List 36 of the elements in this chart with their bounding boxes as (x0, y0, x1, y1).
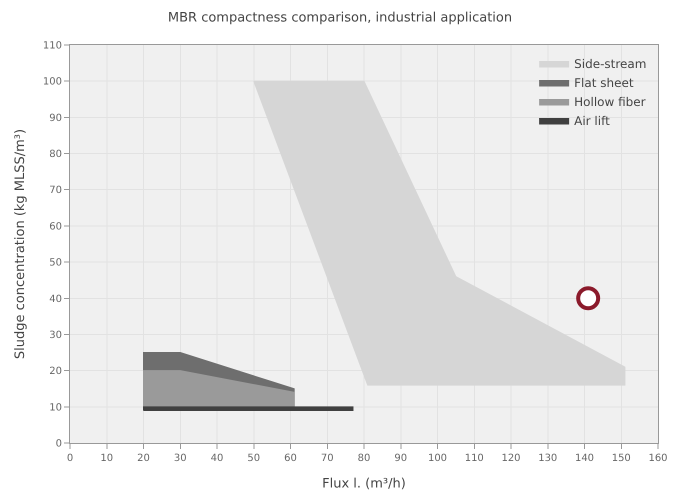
x-tick-label: 140 (574, 453, 594, 464)
x-tick-label: 110 (464, 453, 484, 464)
y-tick-label: 0 (56, 438, 62, 450)
x-tick-label: 0 (66, 453, 74, 464)
x-tick-label: 130 (538, 453, 558, 464)
x-tick-label: 90 (394, 453, 408, 464)
y-tick-label: 100 (42, 76, 62, 88)
legend-label: Hollow fiber (574, 95, 646, 110)
x-tick-label: 150 (612, 453, 631, 464)
x-axis-title: Flux l. (m³/h) (322, 476, 406, 492)
x-tick-label: 10 (100, 453, 114, 464)
y-tick-label: 10 (49, 402, 62, 414)
y-tick-label: 110 (42, 40, 62, 52)
y-axis-title: Sludge concentration (kg MLSS/m³) (12, 128, 28, 360)
x-tick-label: 70 (320, 453, 334, 464)
y-tick-label: 40 (49, 294, 62, 305)
legend-label: Air lift (574, 114, 610, 128)
x-tick-label: 100 (428, 453, 448, 464)
x-tick-label: 60 (284, 453, 297, 464)
x-tick-label: 80 (358, 453, 370, 464)
legend-label: Flat sheet (574, 76, 634, 90)
x-tick-label: 30 (174, 453, 187, 464)
y-tick-label: 60 (49, 221, 62, 232)
y-tick-label: 20 (49, 366, 62, 378)
x-tick-label: 160 (648, 453, 668, 464)
x-tick-label: 40 (210, 453, 224, 464)
x-tick-label: 50 (247, 453, 260, 464)
legend-label: Side-stream (574, 57, 646, 72)
y-tick-label: 70 (49, 185, 62, 196)
chart-title: MBR compactness comparison, industrial application (168, 10, 512, 26)
x-tick-label: 20 (137, 453, 150, 464)
x-tick-label: 120 (501, 453, 521, 464)
y-tick-label: 90 (49, 112, 62, 124)
y-tick-label: 30 (49, 330, 62, 341)
y-tick-label: 80 (49, 149, 62, 160)
y-tick-label: 50 (49, 258, 62, 269)
